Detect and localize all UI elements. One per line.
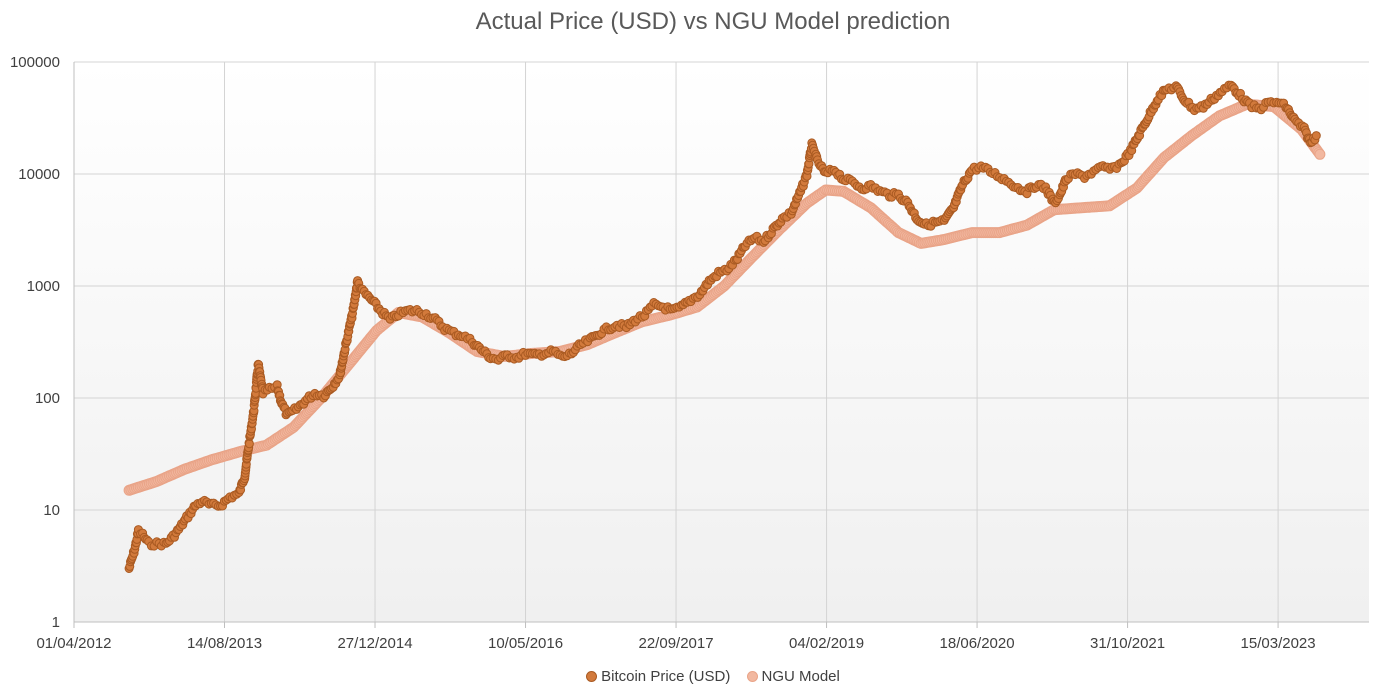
x-tick-label: 14/08/2013 xyxy=(187,635,262,652)
y-tick-label: 100 xyxy=(35,390,60,407)
x-tick-label: 18/06/2020 xyxy=(940,635,1015,652)
legend-marker-ngu xyxy=(746,671,758,682)
x-tick-label: 31/10/2021 xyxy=(1090,635,1165,652)
legend-label-bitcoin: Bitcoin Price (USD) xyxy=(601,668,731,685)
y-tick-label: 10000 xyxy=(18,166,60,183)
y-tick-label: 100000 xyxy=(10,54,60,71)
ngu-model-point xyxy=(1314,148,1326,160)
legend-label-ngu: NGU Model xyxy=(761,668,840,685)
y-tick-label: 10 xyxy=(43,502,60,519)
legend: Bitcoin Price (USD) NGU Model xyxy=(0,668,1400,685)
x-tick-label: 10/05/2016 xyxy=(488,635,563,652)
grid-lines xyxy=(74,61,1369,623)
x-tick-label: 22/09/2017 xyxy=(639,635,714,652)
chart-title: Actual Price (USD) vs NGU Model predicti… xyxy=(475,8,951,35)
plot-area xyxy=(74,62,1369,622)
bitcoin-price-point xyxy=(1311,131,1321,141)
bitcoin-price-point xyxy=(244,439,254,449)
bitcoin-price-series xyxy=(124,80,1321,573)
axes: 1 10 100 1000 10000 100000 01/04/2012 14/08/201… xyxy=(10,54,1369,652)
x-tick-label: 01/04/2012 xyxy=(36,635,111,652)
y-tick-label: 1 xyxy=(52,614,60,631)
x-tick-label: 15/03/2023 xyxy=(1241,635,1316,652)
legend-item-ngu: NGU Model xyxy=(746,668,840,685)
legend-item-bitcoin: Bitcoin Price (USD) xyxy=(586,668,730,685)
legend-marker-bitcoin xyxy=(586,671,598,682)
y-tick-label: 1000 xyxy=(27,278,60,295)
x-tick-label: 04/02/2019 xyxy=(789,635,864,652)
x-tick-label: 27/12/2014 xyxy=(337,635,412,652)
